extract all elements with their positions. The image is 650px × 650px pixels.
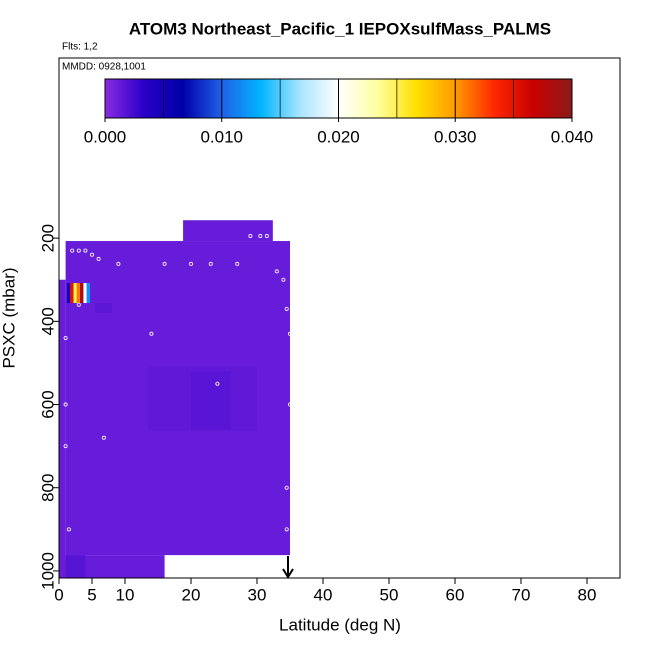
flight-point bbox=[162, 261, 167, 266]
y-axis-label: PSXC (mbar) bbox=[0, 267, 18, 368]
flight-point bbox=[149, 331, 154, 336]
cell bbox=[191, 371, 231, 430]
flight-point bbox=[96, 256, 101, 261]
cell bbox=[65, 555, 165, 578]
x-tick-label: 10 bbox=[116, 585, 135, 604]
flight-point bbox=[235, 261, 240, 266]
flight-point bbox=[248, 234, 253, 239]
flight-point bbox=[215, 381, 220, 386]
cell bbox=[66, 283, 71, 304]
flight-point bbox=[287, 402, 292, 407]
cell bbox=[95, 303, 112, 314]
x-tick-label: 20 bbox=[182, 585, 201, 604]
dates-label: MMDD: 0928,1001 bbox=[62, 62, 146, 73]
colorbar-tick-label: 0.030 bbox=[434, 127, 477, 146]
y-tick-label: 200 bbox=[38, 224, 57, 252]
flight-point bbox=[63, 444, 68, 449]
x-tick-label: 40 bbox=[314, 585, 333, 604]
y-tick-label: 1000 bbox=[38, 552, 57, 590]
cell bbox=[65, 555, 86, 578]
flight-point bbox=[70, 248, 75, 253]
flights-label: Flts: 1,2 bbox=[62, 42, 98, 53]
colorbar-tick-label: 0.040 bbox=[551, 127, 594, 146]
x-tick-label: 0 bbox=[54, 585, 63, 604]
chart-title: ATOM3 Northeast_Pacific_1 IEPOXsulfMass_… bbox=[129, 19, 551, 38]
flight-point bbox=[281, 277, 286, 282]
flight-end-arrow bbox=[282, 556, 294, 579]
cell bbox=[70, 283, 74, 304]
cell bbox=[80, 283, 84, 304]
flight-point bbox=[90, 252, 95, 257]
flight-point bbox=[76, 248, 81, 253]
flight-point bbox=[287, 331, 292, 336]
flight-point bbox=[116, 261, 121, 266]
x-tick-label: 5 bbox=[87, 585, 96, 604]
flight-point bbox=[188, 261, 193, 266]
plot-frame bbox=[58, 57, 621, 579]
cell bbox=[183, 220, 273, 242]
flight-point bbox=[76, 302, 81, 307]
colorbar-tick-label: 0.000 bbox=[84, 127, 127, 146]
y-tick-label: 800 bbox=[38, 474, 57, 502]
flight-point bbox=[284, 527, 289, 532]
x-tick-label: 60 bbox=[446, 585, 465, 604]
flight-point bbox=[66, 527, 71, 532]
colorbar-tick-label: 0.010 bbox=[200, 127, 243, 146]
cell bbox=[59, 279, 66, 578]
flight-point bbox=[208, 261, 213, 266]
colorbar-tick-label: 0.020 bbox=[317, 127, 360, 146]
x-tick-label: 70 bbox=[512, 585, 531, 604]
y-tick-label: 600 bbox=[38, 390, 57, 418]
x-tick-label: 80 bbox=[578, 585, 597, 604]
flight-point bbox=[101, 435, 106, 440]
flight-point bbox=[284, 485, 289, 490]
cell bbox=[76, 283, 81, 304]
flight-point bbox=[264, 234, 269, 239]
cell bbox=[73, 283, 77, 304]
cell bbox=[86, 283, 91, 304]
x-tick-label: 30 bbox=[248, 585, 267, 604]
flight-point bbox=[63, 402, 68, 407]
x-tick-label: 50 bbox=[380, 585, 399, 604]
y-tick-label: 400 bbox=[38, 307, 57, 335]
x-axis-label: Latitude (deg N) bbox=[279, 615, 401, 634]
flight-point bbox=[274, 269, 279, 274]
flight-point bbox=[83, 248, 88, 253]
flight-point bbox=[63, 335, 68, 340]
cell bbox=[83, 283, 87, 304]
heatmap-cells bbox=[59, 220, 292, 578]
flight-point bbox=[258, 234, 263, 239]
flight-point bbox=[284, 306, 289, 311]
